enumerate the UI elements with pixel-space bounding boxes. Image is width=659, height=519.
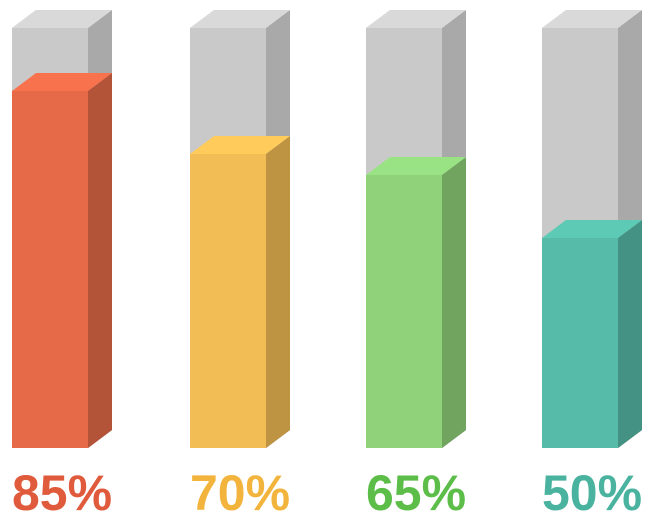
bar bbox=[12, 91, 88, 448]
bar bbox=[542, 238, 618, 448]
bar-top bbox=[542, 220, 642, 238]
value-label: 50% bbox=[542, 465, 642, 519]
bar bbox=[190, 154, 266, 448]
bar-top bbox=[12, 73, 112, 91]
bar bbox=[366, 175, 442, 448]
value-label: 70% bbox=[190, 465, 290, 519]
bar-side bbox=[618, 220, 642, 448]
bar-background-top bbox=[542, 10, 642, 28]
bar-side bbox=[266, 136, 290, 448]
bar-background-top bbox=[12, 10, 112, 28]
bar-background-top bbox=[190, 10, 290, 28]
bar-side bbox=[88, 73, 112, 448]
value-label: 65% bbox=[366, 465, 466, 519]
bar-background-top bbox=[366, 10, 466, 28]
bar-top bbox=[366, 157, 466, 175]
bar-side bbox=[442, 157, 466, 448]
bar-top bbox=[190, 136, 290, 154]
value-label: 85% bbox=[12, 465, 112, 519]
